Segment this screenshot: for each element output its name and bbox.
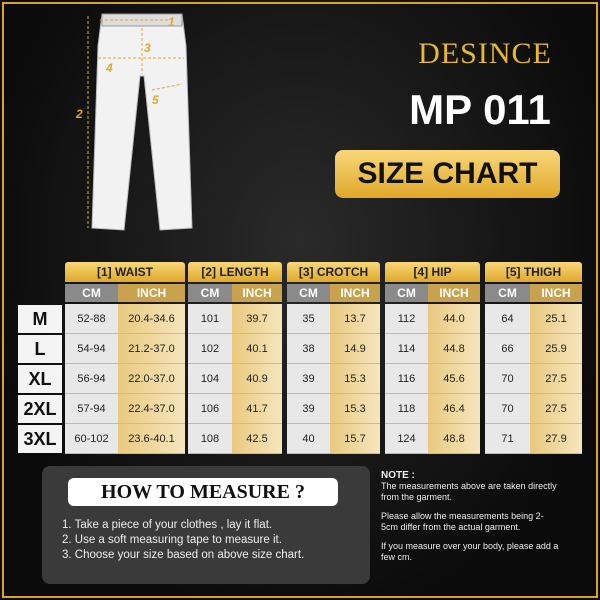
table-cell: 114 [385, 334, 428, 364]
table-cell: 48.8 [428, 424, 480, 454]
table-cell: 23.6-40.1 [118, 424, 185, 454]
table-cell: 22.0-37.0 [118, 364, 185, 394]
table-cell: 57-94 [65, 394, 118, 424]
unit-header: INCH [330, 284, 380, 302]
table-cell: 27.5 [530, 394, 582, 424]
step: 3. Choose your size based on above size … [62, 549, 305, 561]
pants [91, 13, 193, 231]
label-3: 3 [144, 41, 151, 55]
table-cell: 13.7 [330, 304, 380, 334]
table-cell: 40 [287, 424, 330, 454]
howto-box: HOW TO MEASURE ? 1. Take a piece of your… [42, 466, 370, 584]
table-cell: 25.1 [530, 304, 582, 334]
unit-header: CM [65, 284, 118, 302]
step: 2. Use a soft measuring tape to measure … [62, 534, 282, 546]
group-header: [4] HIP [385, 262, 480, 282]
measure-lines [87, 16, 184, 228]
table-cell: 44.8 [428, 334, 480, 364]
table-cell: 71 [485, 424, 530, 454]
size-label: 3XL [18, 425, 62, 453]
unit-header: INCH [530, 284, 582, 302]
unit-header: INCH [118, 284, 185, 302]
pants-diagram: 1 2 3 4 5 [75, 13, 193, 231]
table-cell: 25.9 [530, 334, 582, 364]
table-cell: 116 [385, 364, 428, 394]
table-cell: 27.9 [530, 424, 582, 454]
group-header: [2] LENGTH [188, 262, 282, 282]
table-cell: 60-102 [65, 424, 118, 454]
table-cell: 64 [485, 304, 530, 334]
table-cell: 40.9 [232, 364, 282, 394]
table-cell: 56-94 [65, 364, 118, 394]
group-header: [3] CROTCH [287, 262, 380, 282]
table-cell: 15.7 [330, 424, 380, 454]
note-text: The measurements above are taken directl… [381, 481, 557, 502]
howto-steps: 1. Take a piece of your clothes , lay it… [62, 518, 304, 563]
table-cell: 52-88 [65, 304, 118, 334]
table-cell: 14.9 [330, 334, 380, 364]
size-label: M [18, 305, 62, 333]
table-cell: 54-94 [65, 334, 118, 364]
label-5: 5 [152, 93, 159, 107]
table-cell: 106 [188, 394, 232, 424]
table-cell: 35 [287, 304, 330, 334]
table-cell: 70 [485, 364, 530, 394]
group-header: [5] THIGH [485, 262, 582, 282]
unit-header: INCH [232, 284, 282, 302]
unit-header: CM [385, 284, 428, 302]
size-label: L [18, 335, 62, 363]
brand: DESINCE [418, 37, 552, 70]
table-cell: 112 [385, 304, 428, 334]
table-cell: 104 [188, 364, 232, 394]
label-1: 1 [168, 15, 175, 29]
group-header: [1] WAIST [65, 262, 185, 282]
table-cell: 101 [188, 304, 232, 334]
note: NOTE : The measurements above are taken … [381, 470, 559, 563]
table-cell: 38 [287, 334, 330, 364]
table-cell: 39.7 [232, 304, 282, 334]
table-cell: 20.4-34.6 [118, 304, 185, 334]
table-cell: 45.6 [428, 364, 480, 394]
table-cell: 41.7 [232, 394, 282, 424]
model: MP 011 [409, 86, 551, 133]
table-cell: 15.3 [330, 364, 380, 394]
note-text: If you measure over your body, please ad… [381, 541, 559, 562]
table-cell: 21.2-37.0 [118, 334, 185, 364]
table-cell: 124 [385, 424, 428, 454]
table-cell: 27.5 [530, 364, 582, 394]
table-cell: 44.0 [428, 304, 480, 334]
size-chart-banner: SIZE CHART [335, 150, 560, 198]
table-cell: 40.1 [232, 334, 282, 364]
table-cell: 70 [485, 394, 530, 424]
size-label: 2XL [18, 395, 62, 423]
table-cell: 42.5 [232, 424, 282, 454]
unit-header: CM [287, 284, 330, 302]
table-cell: 102 [188, 334, 232, 364]
note-text: Please allow the measurements being 2-5c… [381, 511, 544, 532]
table-cell: 46.4 [428, 394, 480, 424]
table-cell: 118 [385, 394, 428, 424]
unit-header: CM [485, 284, 530, 302]
table-cell: 108 [188, 424, 232, 454]
table-cell: 39 [287, 394, 330, 424]
label-4: 4 [105, 61, 113, 75]
table-cell: 66 [485, 334, 530, 364]
label-2: 2 [75, 107, 83, 121]
table-cell: 15.3 [330, 394, 380, 424]
table-cell: 22.4-37.0 [118, 394, 185, 424]
howto-title: HOW TO MEASURE ? [68, 478, 338, 506]
note-title: NOTE : [381, 470, 415, 481]
unit-header: CM [188, 284, 232, 302]
step: 1. Take a piece of your clothes , lay it… [62, 519, 273, 531]
size-label: XL [18, 365, 62, 393]
unit-header: INCH [428, 284, 480, 302]
table-cell: 39 [287, 364, 330, 394]
